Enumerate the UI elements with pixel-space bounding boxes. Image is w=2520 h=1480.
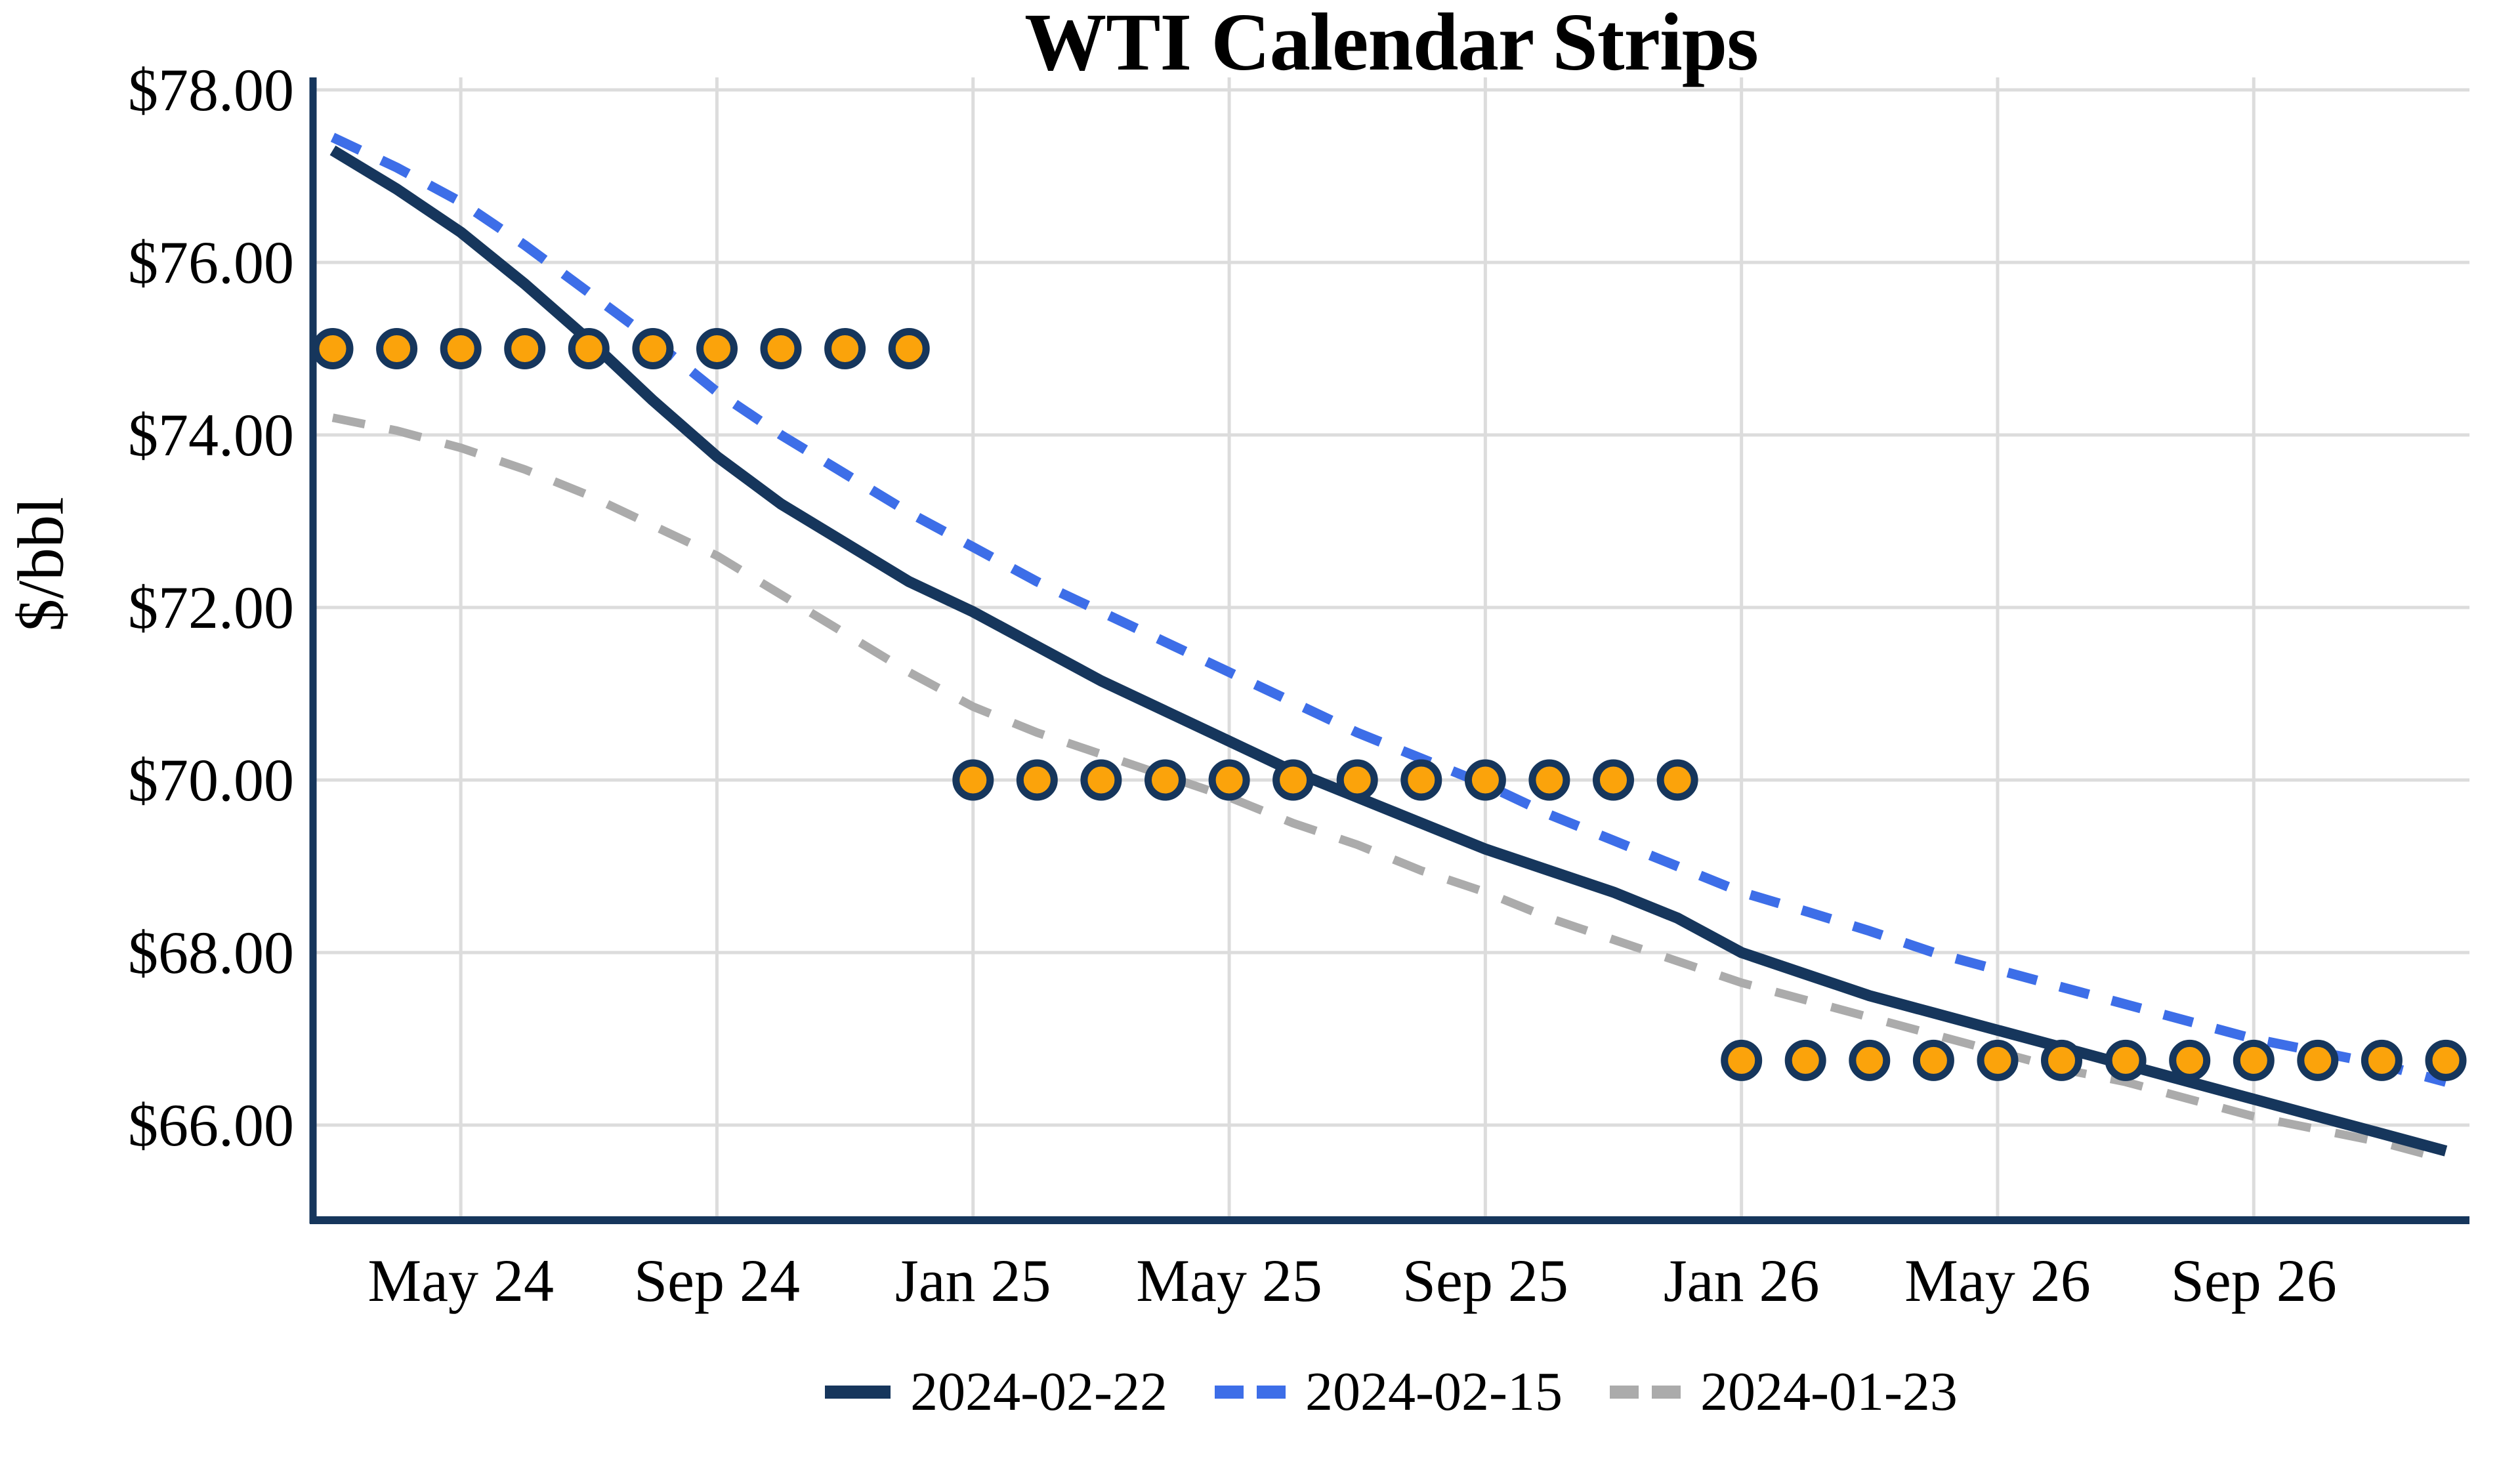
legend-swatch-dashed-line-icon [1215,1386,1286,1399]
strip-price-marker [1272,759,1314,801]
strip-price-marker [1528,759,1570,801]
strip-price-marker [2169,1039,2211,1081]
y-tick-label: $66.00 [128,1092,294,1159]
x-tick-label: Sep 25 [1402,1247,1568,1314]
legend-label: 2024-02-15 [1305,1361,1563,1422]
strip-price-marker [1784,1039,1826,1081]
legend-label: 2024-02-22 [910,1361,1168,1422]
strip-price-marker [504,328,546,369]
legend-label: 2024-01-23 [1700,1361,1958,1422]
strip-price-marker [2297,1039,2339,1081]
x-tick-label: May 24 [368,1247,554,1314]
strip-price-marker [632,328,674,369]
strip-price-marker [440,328,482,369]
y-tick-label: $70.00 [128,747,294,813]
chart-title: WTI Calendar Strips [1024,0,1759,88]
legend-swatch-solid-line-icon [825,1386,891,1399]
strip-price-marker [1849,1039,1891,1081]
series-line-2024-02-15 [330,133,2447,1087]
strip-price-marker [1721,1039,1763,1081]
x-tick-label: Sep 24 [633,1247,800,1314]
strip-price-marker [824,328,866,369]
x-tick-label: May 25 [1136,1247,1322,1314]
strip-price-marker [1464,759,1506,801]
strip-price-marker [2105,1039,2147,1081]
legend-item-2024-01-23: 2024-01-23 [1609,1359,1958,1425]
strip-price-marker [1593,759,1634,801]
legend-item-2024-02-15: 2024-02-15 [1215,1359,1563,1425]
strip-price-marker [1400,759,1442,801]
strip-price-marker [2041,1039,2082,1081]
strip-price-marker [1144,759,1186,801]
strip-price-marker [1208,759,1250,801]
y-tick-label: $76.00 [128,229,294,296]
strip-price-marker [1016,759,1058,801]
strip-price-marker [888,328,930,369]
strip-price-marker [760,328,802,369]
strip-price-marker [696,328,738,369]
series-line-2024-02-22 [329,145,2448,1157]
strip-price-marker [1336,759,1378,801]
x-tick-label: Sep 26 [2170,1247,2337,1314]
strip-price-marker [1912,1039,1954,1081]
strip-price-marker [1977,1039,2019,1081]
legend-swatch-dashed-line-icon [1609,1386,1681,1399]
legend: 2024-02-22 2024-02-15 2024-01-23 [313,1359,2469,1425]
strip-price-marker [2233,1039,2275,1081]
x-tick-label: Jan 26 [1663,1247,1820,1314]
strip-price-marker [568,328,610,369]
y-tick-label: $78.00 [128,56,294,123]
strip-price-marker [312,328,354,369]
legend-item-2024-02-22: 2024-02-22 [825,1359,1167,1425]
y-tick-label: $68.00 [128,919,294,986]
strip-price-marker [2361,1039,2403,1081]
x-tick-label: Jan 25 [894,1247,1051,1314]
x-tick-label: May 26 [1904,1247,2091,1314]
y-tick-label: $74.00 [128,401,294,468]
strip-price-marker [952,759,994,801]
strip-price-marker [1080,759,1122,801]
y-tick-label: $72.00 [128,574,294,641]
strip-price-marker [376,328,418,369]
strip-price-marker [2425,1039,2467,1081]
strip-price-marker [1656,759,1698,801]
series-line-2024-01-23 [331,413,2447,1164]
